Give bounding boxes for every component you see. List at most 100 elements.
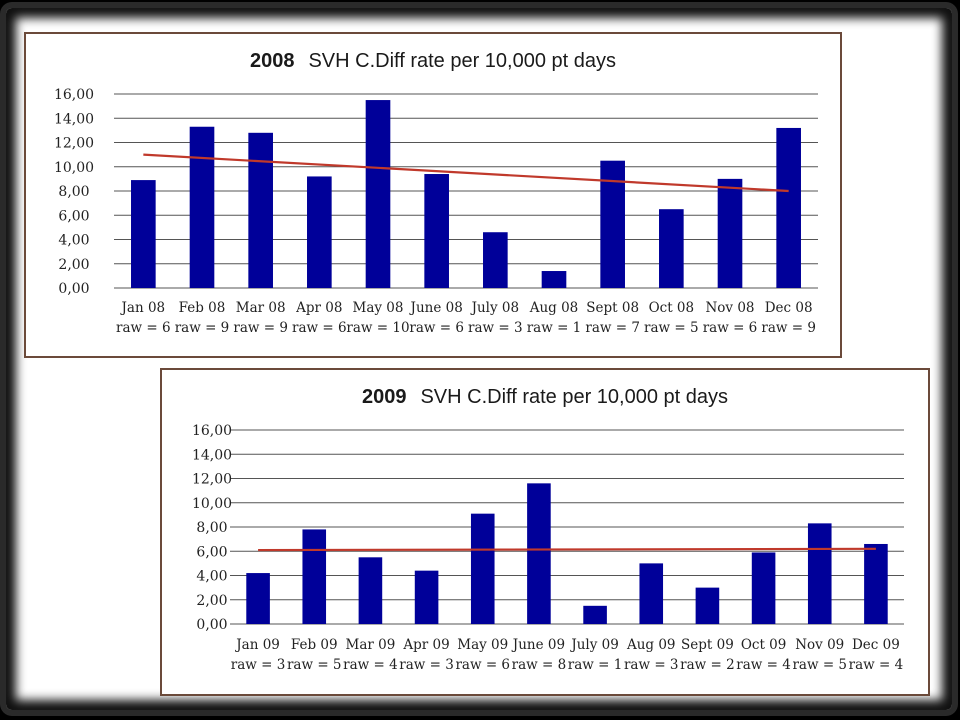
chart-2009-xtick-label: Oct 09: [741, 637, 787, 653]
chart-2008-ytick-label: 12,00: [54, 136, 94, 152]
chart-2009-xtick-label: Aug 09: [626, 637, 676, 653]
chart-2008-title: 2008 SVH C.Diff rate per 10,000 pt days: [26, 50, 840, 73]
chart-2008-xtick-label: Mar 08: [236, 300, 286, 316]
chart-2009-bar-4: [414, 570, 439, 624]
chart-2009-xtick-label: July 09: [569, 637, 619, 653]
chart-2009: 2009 SVH C.Diff rate per 10,000 pt days 0…: [160, 368, 930, 696]
chart-2008-plot: 0,00 2,00 4,00 6,00 8,00 10,00 12,00 14,00 16,00…: [54, 87, 818, 336]
chart-2009-bar-12: [864, 543, 888, 624]
chart-2009-xtick-sublabel: raw = 5: [287, 657, 342, 673]
chart-2009-bar-1: [246, 573, 270, 624]
chart-2008-bar-10: [659, 209, 684, 288]
chart-2008-bar-11: [717, 178, 743, 288]
chart-2009-xtick-sublabel: raw = 4: [736, 657, 791, 673]
chart-2008: 2008 SVH C.Diff rate per 10,000 pt days 0…: [24, 32, 842, 358]
chart-2008-bar-4: [307, 176, 332, 288]
chart-2009-ytick-label: 0,00: [196, 617, 227, 633]
chart-2008-xtick-sublabel: raw = 6: [292, 320, 347, 336]
chart-2008-xtick-label: Sept 08: [586, 300, 639, 316]
chart-2008-title-text: SVH C.Diff rate per 10,000 pt days: [308, 50, 617, 72]
chart-2009-bar-3: [358, 557, 383, 624]
chart-2008-xtick-sublabel: raw = 9: [175, 320, 230, 336]
chart-2009-xtick-sublabel: raw = 2: [680, 657, 735, 673]
chart-2009-xtick-label: Mar 09: [346, 637, 396, 653]
chart-2008-xtick-label: July 08: [470, 300, 520, 316]
chart-2008-xtick-sublabel: raw = 6: [703, 320, 758, 336]
chart-2009-xtick-label: Nov 09: [795, 637, 844, 653]
chart-2008-xtick-sublabel: raw = 3: [468, 320, 523, 336]
chart-2008-xtick-label: Apr 08: [295, 300, 342, 316]
chart-2009-xtick-sublabel: raw = 4: [343, 657, 398, 673]
chart-2009-trendline: [258, 547, 876, 552]
chart-2008-xtick-label: May 08: [353, 300, 404, 316]
chart-2009-xtick-sublabel: raw = 1: [568, 657, 623, 673]
chart-2008-bar-2: [189, 126, 215, 288]
chart-2008-xtick-sublabel: raw = 9: [233, 320, 288, 336]
chart-2008-ytick-label: 2,00: [58, 257, 89, 273]
chart-2008-xtick-label: Nov 08: [705, 300, 754, 316]
chart-2008-bar-12: [776, 127, 801, 288]
chart-2009-bar-11: [807, 523, 832, 624]
chart-2008-trendline: [143, 153, 789, 193]
chart-2009-xtick-sublabel: raw = 5: [792, 657, 847, 673]
chart-2009-xtick-label: Apr 09: [402, 637, 449, 653]
chart-2008-xtick-sublabel: raw = 7: [585, 320, 640, 336]
chart-2009-xtick-sublabel: raw = 3: [399, 657, 454, 673]
chart-2008-xtick-label: Jan 08: [120, 300, 166, 316]
chart-2008-bar-7: [483, 232, 508, 288]
chart-2008-bar-5: [365, 100, 391, 288]
chart-2009-title-year: 2009: [361, 386, 407, 408]
chart-2009-title-text: SVH C.Diff rate per 10,000 pt days: [420, 386, 729, 408]
chart-2008-ytick-label: 10,00: [54, 160, 94, 176]
chart-2009-xtick-label: Jan 09: [234, 637, 280, 653]
chart-2009-bar-9: [695, 587, 720, 624]
chart-2008-ytick-label: 8,00: [58, 184, 89, 200]
chart-2009-ytick-label: 14,00: [192, 447, 232, 463]
chart-2008-ytick-label: 0,00: [58, 281, 89, 297]
chart-2009-xtick-label: May 09: [457, 637, 508, 653]
chart-2009-ytick-label: 16,00: [192, 423, 232, 439]
chart-2008-ytick-label: 16,00: [54, 87, 94, 103]
chart-2009-xtick-sublabel: raw = 6: [455, 657, 510, 673]
chart-2009-xtick-label: Feb 09: [291, 637, 338, 653]
chart-2009-bar-7: [583, 605, 607, 624]
chart-2008-ytick-label: 6,00: [58, 208, 89, 224]
chart-2008-xtick-label: Oct 08: [649, 300, 695, 316]
chart-2009-xtick-sublabel: raw = 3: [624, 657, 679, 673]
chart-2008-bar-6: [424, 174, 449, 288]
chart-2009-plot: 0,00 2,00 4,00 6,00 8,00 10,00 12,00 14,00 16,00…: [192, 423, 904, 673]
chart-2008-title-year: 2008: [249, 50, 295, 72]
chart-2008-xtick-sublabel: raw = 1: [527, 320, 582, 336]
chart-2009-ytick-label: 2,00: [196, 593, 227, 609]
chart-2009-xtick-sublabel: raw = 4: [849, 657, 904, 673]
chart-2009-xtick-sublabel: raw = 8: [512, 657, 567, 673]
chart-2009-ytick-label: 12,00: [192, 472, 232, 488]
chart-2008-ytick-label: 4,00: [58, 233, 89, 249]
chart-2008-xtick-label: Feb 08: [179, 300, 226, 316]
chart-2008-ytick-label: 14,00: [54, 111, 94, 127]
chart-2008-xtick-sublabel: raw = 10: [346, 320, 409, 336]
chart-2009-xtick-label: Dec 09: [852, 637, 900, 653]
chart-2008-xtick-label: Dec 08: [765, 300, 813, 316]
chart-2008-xtick-label: June 08: [409, 300, 463, 316]
chart-2008-xtick-sublabel: raw = 9: [761, 320, 816, 336]
chart-2009-ytick-label: 8,00: [196, 520, 227, 536]
chart-2009-bar-10: [751, 552, 776, 624]
chart-2009-xtick-sublabel: raw = 3: [231, 657, 286, 673]
chart-2008-xtick-sublabel: raw = 6: [409, 320, 464, 336]
chart-2008-bar-1: [131, 180, 156, 288]
chart-2009-bar-2: [302, 529, 327, 624]
chart-2008-xtick-label: Aug 08: [529, 300, 579, 316]
chart-2009-xtick-label: June 09: [511, 637, 565, 653]
chart-2008-bar-3: [248, 132, 273, 288]
chart-2009-bar-6: [527, 483, 551, 624]
chart-2009-bar-8: [639, 563, 664, 624]
chart-2009-ytick-label: 6,00: [196, 544, 227, 560]
chart-2009-title: 2009 SVH C.Diff rate per 10,000 pt days: [162, 386, 928, 409]
chart-2008-xtick-sublabel: raw = 6: [116, 320, 171, 336]
chart-2009-xtick-label: Sept 09: [681, 637, 734, 653]
chart-2008-bar-8: [541, 271, 567, 288]
chart-2009-ytick-label: 10,00: [192, 496, 232, 512]
chart-2009-ytick-label: 4,00: [196, 569, 227, 585]
chart-2008-xtick-sublabel: raw = 5: [644, 320, 699, 336]
